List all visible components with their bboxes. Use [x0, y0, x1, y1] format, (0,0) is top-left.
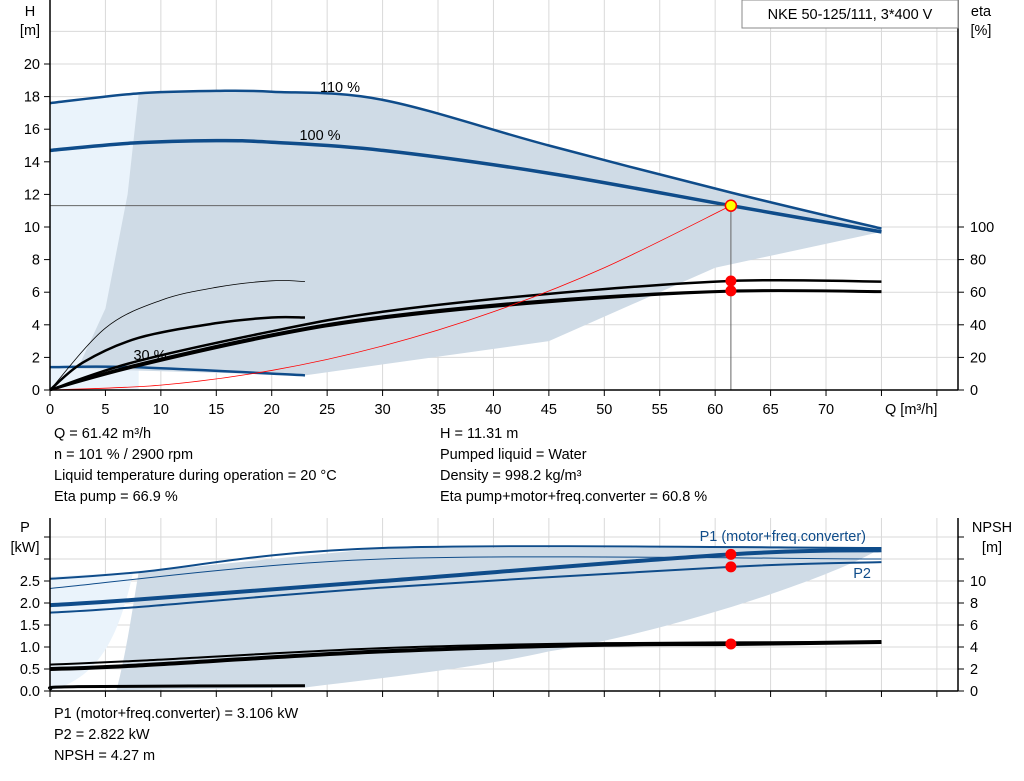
flow-readout: Q = 61.42 m³/h [54, 426, 152, 442]
title-box [741, 0, 959, 29]
p-axis-label: P [20, 520, 30, 536]
system-curve-8 [49, 205, 732, 391]
eta-curve-4 [49, 315, 305, 391]
x-tick-label: 60 [707, 402, 723, 418]
npsh-tick-label: 2 [970, 662, 978, 678]
label-p1: P1 (motor+freq.converter) [700, 529, 866, 545]
npsh-readout: NPSH = 4.27 m [54, 748, 156, 764]
y-tick-label: 14 [24, 155, 40, 171]
liquid-readout: Pumped liquid = Water [440, 447, 587, 463]
x-tick-label: 55 [652, 402, 668, 418]
p1-readout: P1 (motor+freq.converter) = 3.106 kW [54, 706, 299, 722]
eta-pump-marker [725, 275, 737, 287]
eta-tick-label: 0 [970, 383, 978, 399]
npsh-curve-5 [49, 640, 882, 671]
p-tick-label: 0.0 [20, 684, 40, 700]
x-tick-label: 70 [818, 402, 834, 418]
power-curve-2 [49, 548, 882, 608]
temperature-readout: Liquid temperature during operation = 20… [54, 468, 337, 484]
x-tick-label: 20 [264, 402, 280, 418]
eta-pump-readout: Eta pump = 66.9 % [54, 489, 178, 505]
npsh-marker [725, 638, 737, 650]
x-tick-label: 45 [541, 402, 557, 418]
eta-tick-label: 20 [970, 350, 986, 366]
eta-tick-label: 40 [970, 318, 986, 334]
x-tick-label: 30 [375, 402, 391, 418]
x-tick-label: 0 [46, 402, 54, 418]
x-tick-label: 15 [208, 402, 224, 418]
eta-total-readout: Eta pump+motor+freq.converter = 60.8 % [440, 489, 708, 505]
eta-axis-label: eta [971, 4, 992, 20]
eta-axis-unit: [%] [971, 23, 992, 39]
npsh-axis-unit: [m] [982, 540, 1002, 556]
x-tick-label: 50 [596, 402, 612, 418]
p1-marker [725, 548, 737, 560]
y-tick-label: 4 [32, 318, 40, 334]
p2-readout: P2 = 2.822 kW [54, 727, 150, 743]
y-tick-label: 10 [24, 220, 40, 236]
x-tick-label: 40 [485, 402, 501, 418]
npsh-tick-label: 10 [970, 574, 986, 590]
y-axis-label: H [25, 4, 35, 20]
info-left: Q = 61.42 m³/h n = 101 % / 2900 rpm Liqu… [54, 424, 337, 508]
duty-point-marker [724, 199, 738, 212]
head-curve-2 [49, 365, 306, 377]
power-curve-1 [49, 556, 882, 589]
label-100-percent: 100 % [299, 128, 340, 144]
speed-readout: n = 101 % / 2900 rpm [54, 447, 194, 463]
label-30-percent: 30 % [133, 348, 166, 364]
y-tick-label: 18 [24, 90, 40, 106]
label-p2: P2 [853, 566, 871, 582]
y-tick-label: 0 [32, 383, 40, 399]
x-axis-label: Q [m³/h] [885, 402, 937, 418]
eta-tick-label: 80 [970, 253, 986, 269]
npsh-tick-label: 8 [970, 596, 978, 612]
power-curve-0 [49, 545, 882, 580]
p-tick-label: 1.0 [20, 640, 40, 656]
y-tick-label: 2 [32, 350, 40, 366]
head-readout: H = 11.31 m [440, 426, 519, 442]
p-tick-label: 1.5 [20, 618, 40, 634]
eta-tick-label: 100 [970, 220, 994, 236]
p-tick-label: 2.0 [20, 596, 40, 612]
x-tick-label: 35 [430, 402, 446, 418]
info-right: H = 11.31 m Pumped liquid = Water Densit… [440, 424, 707, 508]
p-tick-label: 2.5 [20, 574, 40, 590]
p-tick-label: 0.5 [20, 662, 40, 678]
eta-tick-label: 60 [970, 285, 986, 301]
eta-curve-3 [49, 280, 305, 391]
x-tick-label: 65 [763, 402, 779, 418]
x-tick-label: 10 [153, 402, 169, 418]
chart-title: NKE 50-125/111, 3*400 V [768, 7, 933, 23]
p-axis-unit: [kW] [11, 540, 40, 556]
p2-marker [725, 561, 737, 573]
y-axis-unit: [m] [20, 23, 40, 39]
y-tick-label: 8 [32, 253, 40, 269]
label-110-percent: 110 % [320, 80, 360, 96]
npsh-tick-label: 6 [970, 618, 978, 634]
npsh-tick-label: 4 [970, 640, 978, 656]
npsh-axis-label: NPSH [972, 520, 1012, 536]
y-tick-label: 6 [32, 285, 40, 301]
head-curve-0 [49, 89, 882, 230]
density-readout: Density = 998.2 kg/m³ [440, 468, 582, 484]
npsh-tick-label: 0 [970, 684, 978, 700]
y-tick-label: 12 [24, 187, 40, 203]
power-curve-3 [49, 561, 882, 614]
info-bottom: P1 (motor+freq.converter) = 3.106 kW P2 … [54, 704, 298, 767]
x-tick-label: 5 [101, 402, 109, 418]
y-tick-label: 20 [24, 57, 40, 73]
x-tick-label: 25 [319, 402, 335, 418]
y-tick-label: 16 [24, 122, 40, 138]
operating-area [77, 90, 882, 376]
eta-total-marker [725, 285, 737, 297]
